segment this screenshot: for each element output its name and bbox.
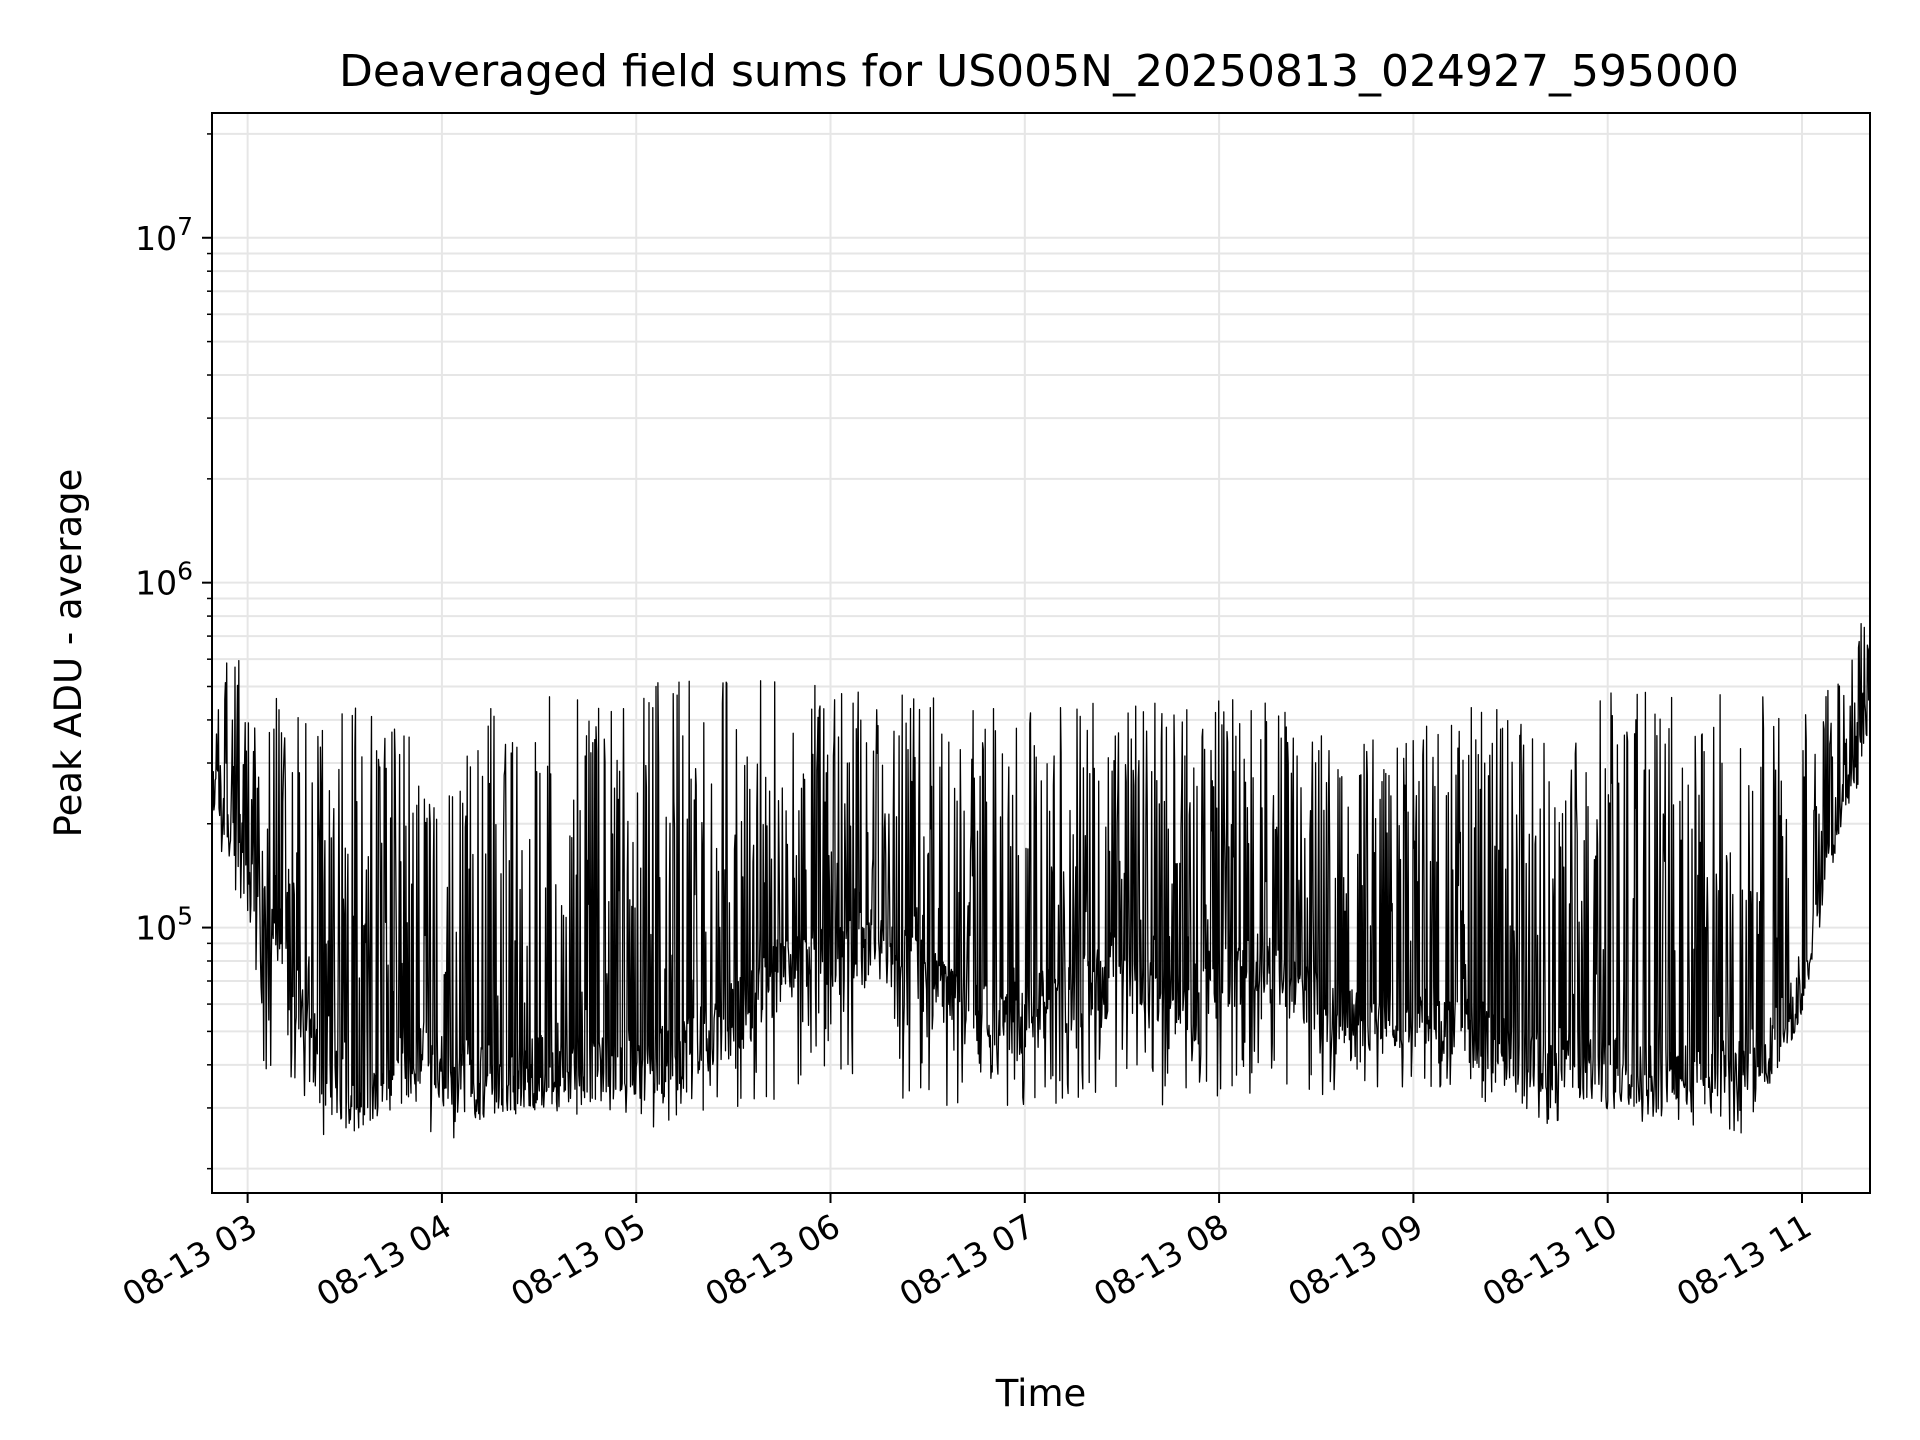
plot-frame bbox=[211, 112, 1871, 1194]
y-tick-label: 107 bbox=[135, 212, 193, 258]
x-axis-label: Time bbox=[995, 1372, 1087, 1415]
y-tick-label: 105 bbox=[135, 902, 193, 948]
data-series-group bbox=[211, 623, 1871, 1139]
chart-title: Deaveraged field sums for US005N_2025081… bbox=[339, 46, 1739, 97]
series-line bbox=[211, 623, 1871, 1139]
y-tick-label: 106 bbox=[135, 557, 193, 603]
y-axis-label: Peak ADU - average bbox=[47, 469, 90, 838]
